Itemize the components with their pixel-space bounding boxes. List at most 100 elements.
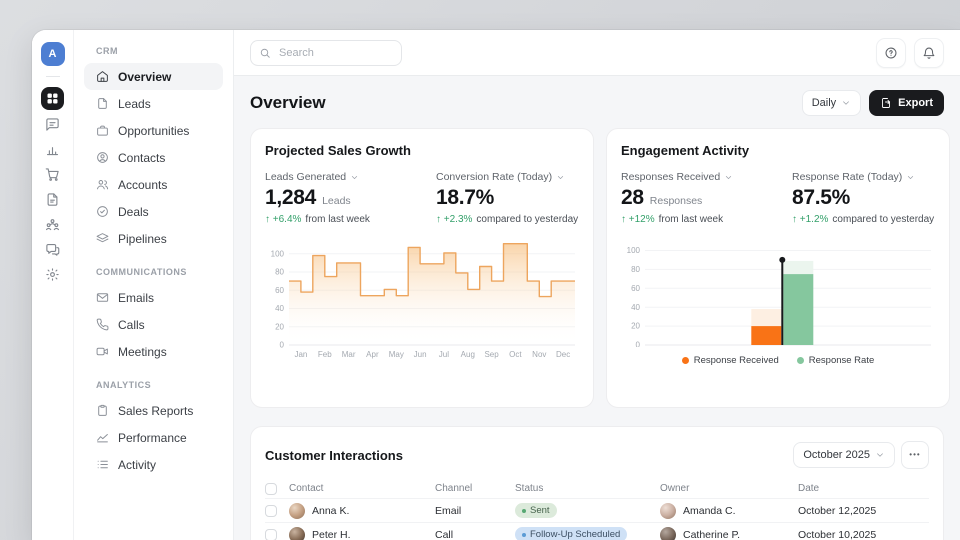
stat-cards-row: Projected Sales Growth Leads Generated 1… [250,128,950,408]
svg-text:20: 20 [275,322,284,331]
rail-item-messages[interactable] [40,112,65,137]
date-cell: October 12,2025 [798,504,877,517]
owner-avatar [660,526,676,540]
sidebar-item-activity[interactable]: Activity [84,451,223,478]
video-icon [96,347,108,356]
export-button[interactable]: Export [869,90,944,116]
stat-metric-select[interactable]: Leads Generated [265,171,359,183]
head-actions: Daily Export [801,90,944,116]
section-label-crm: CRM [96,46,118,56]
search-icon [260,48,270,58]
search-input[interactable] [277,45,393,60]
sidebar-item-opportunities[interactable]: Opportunities [84,117,223,144]
search-box[interactable] [250,39,402,66]
rail-divider [45,76,60,77]
svg-text:Nov: Nov [532,350,546,359]
more-button[interactable]: ••• [901,441,929,469]
interactions-head: Customer Interactions October 2025 ••• [265,441,929,469]
rail-item-settings[interactable] [40,262,65,287]
select-all-checkbox[interactable] [265,482,277,495]
interactions-table: Contact Channel Status Owner Date Anna K… [265,479,929,540]
owner-avatar [660,502,676,519]
sidebar-item-overview[interactable]: Overview [84,63,223,90]
sidebar-item-deals[interactable]: Deals [84,198,223,225]
sidebar-item-performance[interactable]: Performance [84,424,223,451]
sidebar-item-label: Contacts [118,150,166,165]
table-row[interactable]: Anna K. Email Sent Amanda C. [265,498,929,522]
table-row[interactable]: Peter H. Call Follow-Up Scheduled Cather… [265,522,929,540]
sidebar-item-leads[interactable]: Leads [84,90,223,117]
avatar[interactable]: A [40,42,65,66]
month-select[interactable]: October 2025 [793,442,895,468]
home-icon [97,71,108,82]
sidebar-item-emails[interactable]: Emails [84,284,223,311]
sidebar-item-calls[interactable]: Calls [84,311,223,338]
contact-cell: Peter H. [289,526,435,540]
stat-conversion-rate: Conversion Rate (Today) 18.7% ↑ +2.3% co… [436,171,579,225]
svg-text:Jun: Jun [414,350,427,359]
status-badge: Sent [515,503,557,518]
stat-delta: ↑ +6.4% from last week [265,214,370,225]
sidebar-item-label: Calls [118,317,145,332]
svg-text:0: 0 [280,341,285,350]
owner-cell: Catherine P. [660,526,798,540]
svg-text:Dec: Dec [556,350,570,359]
stat-metric-select[interactable]: Responses Received [621,171,733,183]
users-icon [97,180,109,190]
cart-icon [45,168,59,181]
stat-unit: Responses [649,195,703,207]
projected-sales-growth-card: Projected Sales Growth Leads Generated 1… [250,128,594,408]
section-label-communications: COMMUNICATIONS [96,267,187,277]
message-icon [46,118,59,131]
period-select[interactable]: Daily [801,90,862,116]
rail-item-conversations[interactable] [40,237,65,262]
stat-metric-select[interactable]: Conversion Rate (Today) [436,171,565,183]
stats-row: Leads Generated 1,284 Leads ↑ +6.4% from… [265,171,579,225]
rail-item-documents[interactable] [40,187,65,212]
stats-row: Responses Received 28 Responses ↑ +12% f… [621,171,935,225]
rail-item-dashboard[interactable] [41,87,64,110]
stat-metric-select[interactable]: Response Rate (Today) [792,171,915,183]
page-head: Overview Daily Export [250,90,944,116]
col-channel: Channel [435,483,473,494]
row-checkbox[interactable] [265,504,277,517]
section-label-analytics: ANALYTICS [96,380,152,390]
help-button[interactable] [876,37,906,68]
status-dot [522,508,526,513]
sidebar-item-meetings[interactable]: Meetings [84,338,223,365]
notifications-button[interactable] [914,37,944,68]
trend-icon [97,434,108,443]
chevron-down-icon [843,101,850,105]
sales-growth-chart: 0 20 40 60 80 100 Jan Feb Mar Apr May Jun Jul Aug Sep O… [265,235,579,366]
chart-legend: Response Received Response Rate [621,355,935,366]
sidebar-item-label: Pipelines [118,231,167,246]
sidebar-item-sales-reports[interactable]: Sales Reports [84,397,223,424]
row-checkbox[interactable] [265,528,277,540]
sidebar-item-label: Accounts [118,177,168,192]
channel-cell: Call [435,528,454,540]
main-area: Overview Daily Export Projected Sales Gr… [234,30,960,540]
rail-item-orders[interactable] [40,162,65,187]
sidebar-item-accounts[interactable]: Accounts [84,171,223,198]
svg-text:100: 100 [627,246,641,255]
document-icon [47,193,58,206]
legend-response-received: Response Received [681,355,779,366]
rail-item-analytics[interactable] [40,137,65,162]
sidebar-item-contacts[interactable]: Contacts [84,144,223,171]
stat-response-rate: Response Rate (Today) 87.5% ↑ +1.2% comp… [792,171,935,225]
customer-interactions-card: Customer Interactions October 2025 ••• [250,426,944,540]
legend-dot [681,357,689,364]
sidebar-item-label: Leads [118,96,151,111]
stat-value: 1,284 [265,186,317,209]
stat-delta: ↑ +2.3% compared to yesterday [436,214,579,225]
col-status: Status [515,483,544,494]
sidebar-item-pipelines[interactable]: Pipelines [84,225,223,252]
card-title: Projected Sales Growth [265,143,411,158]
status-badge: Follow-Up Scheduled [515,527,628,540]
svg-text:60: 60 [275,286,284,295]
engagement-chart: 0 20 40 60 80 100 [621,235,935,352]
rail-item-team[interactable] [40,212,65,237]
chevron-down-icon [877,453,883,457]
status-cell: Follow-Up Scheduled [515,527,660,540]
stat-responses-received: Responses Received 28 Responses ↑ +12% f… [621,171,792,225]
